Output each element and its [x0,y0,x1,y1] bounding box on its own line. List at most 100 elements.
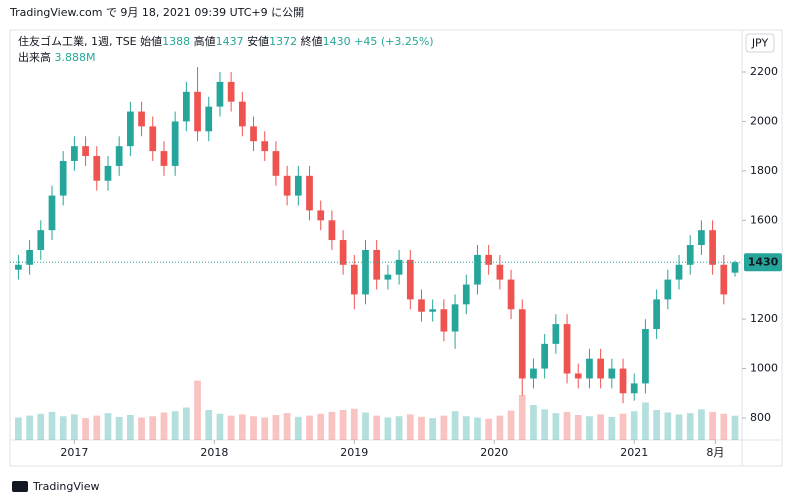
candle-body [462,284,470,305]
candle-body [608,368,616,379]
candle-body [238,101,246,127]
volume-bar [362,412,369,440]
volume-bar [339,410,347,440]
candle-body [37,230,45,250]
candle-body [675,264,683,280]
y-tick-label: 2000 [750,114,778,127]
volume-bar [127,415,134,440]
volume-bar [149,416,157,440]
volume-bar [698,409,705,440]
volume-bar [474,417,481,440]
logo-text: TradingView [32,480,99,493]
y-tick-label: 1800 [750,164,778,177]
volume-bar [597,414,604,440]
volume-bar [608,416,616,440]
volume-bar [227,415,235,440]
volume-bar [82,418,89,440]
candle-body [507,279,515,310]
candle-body [440,309,448,332]
volume-bar [26,415,33,440]
volume-legend: 出来高 3.888M [18,50,95,64]
candle-body [541,343,549,369]
volume-bar [160,412,168,440]
volume-bar [720,413,728,440]
candle-body [474,254,481,285]
candle-body [160,151,168,166]
volume-bar [171,411,179,440]
high-label: 高値 [194,34,216,48]
volume-bar [71,414,78,440]
volume-bar [541,409,549,440]
candle-body [518,309,526,379]
candle-body [250,126,257,142]
y-tick-label: 1000 [750,362,778,375]
volume-value: 3.888M [55,51,96,64]
volume-bar [496,415,504,440]
candle-body [362,249,369,295]
candle-body [373,249,381,280]
candle-body [15,264,22,270]
volume-bar [182,407,190,440]
candle-body [171,121,179,166]
candle-body [574,373,582,379]
x-tick-label: 2020 [480,446,508,459]
volume-bar [563,411,571,440]
candle-body [182,91,190,122]
candle-body [82,146,89,157]
candle-body [194,91,201,132]
volume-bar [261,417,269,440]
volume-bar [440,415,448,440]
candle-body [272,151,280,176]
candle-body [149,126,157,152]
volume-bar [664,412,672,440]
y-tick-label: 2200 [750,65,778,78]
volume-bar [485,418,493,440]
candle-body [406,259,414,300]
low-label: 安値 [247,34,269,48]
volume-bar [306,415,313,440]
low-value: 1372 [269,35,297,48]
volume-bar [530,405,537,440]
candle-body [552,324,560,344]
open-value: 1388 [162,35,190,48]
volume-bar [294,416,302,440]
currency[interactable]: JPY [751,37,769,50]
last-price-label: 1430 [748,255,779,268]
candle-body [26,249,33,265]
logo-icon [12,481,28,492]
volume-bar [328,411,336,440]
volume-bar [216,413,224,440]
open-label: 始値 [140,34,162,48]
candle-body [294,175,302,196]
change: +45 (+3.25%) [354,35,433,48]
y-tick-label: 1200 [750,312,778,325]
candle-body [261,141,269,152]
volume-bar [675,414,683,440]
published-note: TradingView.com で 9月 18, 2021 09:39 UTC+… [9,6,304,19]
candle-body [71,146,78,161]
volume-bar [384,417,392,440]
currency-button[interactable] [745,33,775,53]
candle-body [485,254,493,265]
volume-bar [350,408,358,440]
candle-body [339,240,347,265]
candle-body [664,279,672,300]
volume-bar [630,411,638,440]
volume-bar [194,380,201,440]
candle-body [530,368,537,379]
candle-body [138,111,145,127]
candle-body [115,146,123,166]
volume-bar [586,416,593,440]
volume-bar [653,410,660,440]
volume-bar [37,413,45,440]
volume-bar [686,413,694,440]
symbol: 住友ゴム工業, 1週, TSE [18,34,137,48]
volume-bar [238,414,246,440]
volume-bar [93,415,101,440]
volume-bar [104,413,112,440]
volume-bar [317,413,325,440]
volume-bar [15,417,22,440]
x-tick-label: 2019 [340,446,368,459]
volume-bar [205,410,213,440]
